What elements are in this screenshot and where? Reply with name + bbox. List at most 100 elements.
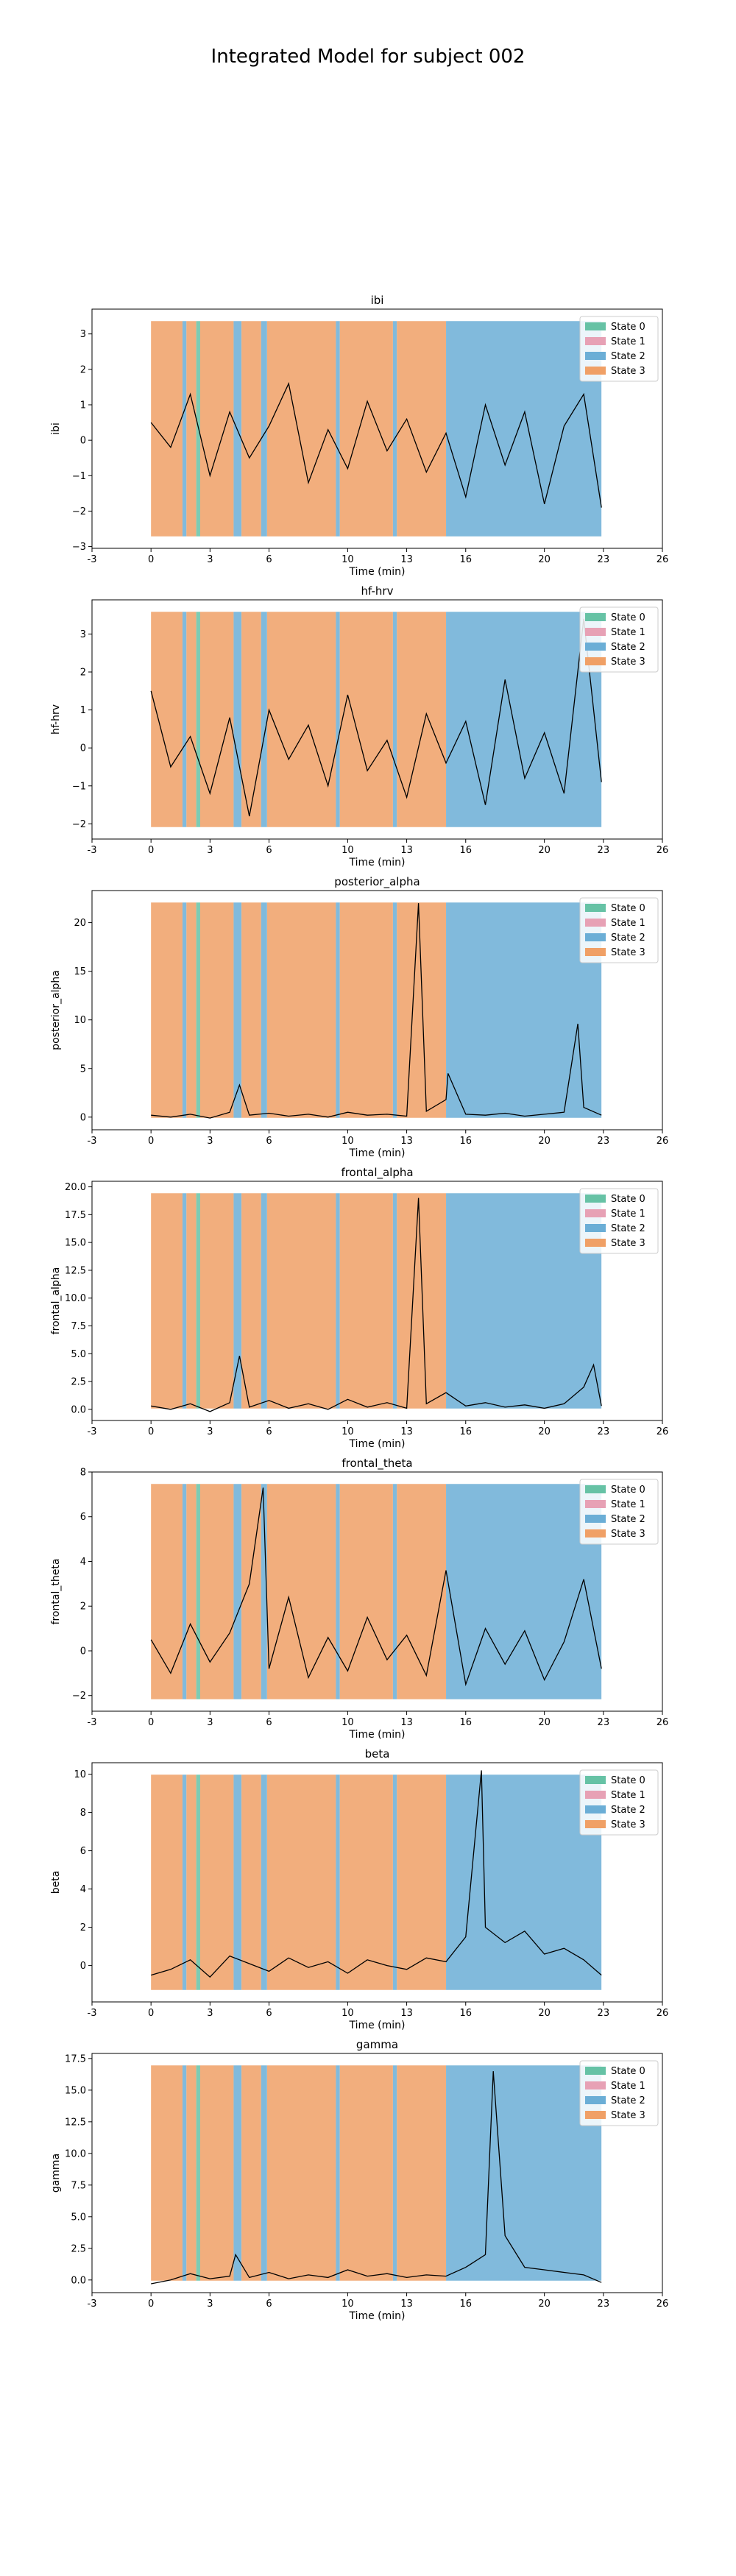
legend-swatch — [585, 367, 606, 375]
state-band — [339, 321, 393, 537]
y-tick-label: 8 — [80, 1808, 86, 1819]
x-tick-label: 13 — [400, 1136, 413, 1147]
legend-box — [579, 1769, 659, 1836]
state-band — [446, 321, 602, 537]
legend-label: State 0 — [611, 2066, 645, 2077]
chart-panel-frontal-alpha: -3 0 3 6 10 13 16 20 23 26 0.0 2.5 5.0 7.5 10.0 12.5 15.… — [50, 1166, 668, 1450]
x-tick-label: 20 — [538, 554, 551, 565]
legend-swatch — [585, 2096, 606, 2104]
state-band — [182, 902, 187, 1118]
legend-label: State 0 — [611, 903, 645, 914]
state-band — [186, 902, 197, 1118]
y-tick-label: 4 — [80, 1557, 86, 1568]
y-tick-label: −2 — [72, 1691, 86, 1702]
x-tick-label: 16 — [459, 2008, 472, 2019]
state-band — [446, 2065, 602, 2281]
state-band — [336, 612, 340, 827]
legend-label: State 3 — [611, 1529, 645, 1540]
x-tick-label: 26 — [657, 1136, 669, 1147]
y-tick-label: 15 — [74, 966, 86, 977]
state-band — [397, 321, 447, 537]
legend-label: State 2 — [611, 351, 645, 362]
y-tick-label: 3 — [80, 629, 86, 640]
chart-title: posterior_alpha — [334, 875, 420, 889]
x-tick-label: 16 — [459, 554, 472, 565]
x-tick-label: 6 — [266, 2299, 272, 2310]
state-band — [336, 1484, 340, 1699]
x-tick-label: 0 — [148, 1136, 154, 1147]
state-band — [397, 902, 447, 1118]
plot-frame — [91, 308, 663, 549]
legend-label: State 3 — [611, 366, 645, 377]
state-band — [339, 1484, 393, 1699]
y-tick-label: 2.5 — [71, 1377, 86, 1388]
state-band — [339, 1774, 393, 1990]
series-line — [150, 382, 602, 508]
x-tick-label: 13 — [400, 1717, 413, 1728]
chart-panel-frontal-theta: -3 0 3 6 10 13 16 20 23 26 −2 0 2 4 6 8 frontal_theta Tim… — [50, 1457, 668, 1741]
state-band — [261, 321, 267, 537]
legend-label: State 1 — [611, 1499, 645, 1510]
legend-swatch — [585, 322, 606, 330]
y-tick-label: −1 — [72, 781, 86, 792]
x-tick-label: 3 — [207, 2299, 213, 2310]
state-band — [196, 2065, 200, 2281]
x-tick-label: -3 — [88, 1136, 97, 1147]
x-tick-label: 6 — [266, 1136, 272, 1147]
state-band — [397, 1774, 447, 1990]
x-tick-label: 10 — [342, 1136, 354, 1147]
y-tick-label: 6 — [80, 1512, 86, 1523]
y-axis-label: posterior_alpha — [50, 970, 62, 1050]
state-band — [241, 2065, 261, 2281]
y-tick-label: −2 — [72, 819, 86, 830]
x-axis-label: Time (min) — [348, 857, 405, 868]
legend-swatch — [585, 2081, 606, 2090]
y-tick-label: 5 — [80, 1064, 86, 1075]
state-band — [186, 612, 197, 827]
legend-label: State 2 — [611, 1805, 645, 1816]
state-band — [266, 902, 336, 1118]
state-band — [199, 1484, 234, 1699]
x-tick-label: 0 — [148, 2299, 154, 2310]
legend-label: State 1 — [611, 1790, 645, 1801]
state-band — [233, 902, 242, 1118]
y-tick-label: −1 — [72, 471, 86, 482]
x-tick-label: 16 — [459, 1136, 472, 1147]
legend-swatch — [585, 337, 606, 345]
y-tick-label: 2.5 — [71, 2243, 86, 2254]
x-tick-label: -3 — [88, 1426, 97, 1437]
legend-label: State 3 — [611, 1238, 645, 1249]
plot-frame — [91, 2053, 663, 2293]
y-tick-label: 2 — [80, 1922, 86, 1933]
y-tick-label: 7.5 — [71, 1321, 86, 1332]
x-tick-label: 16 — [459, 2299, 472, 2310]
x-tick-label: 20 — [538, 2008, 551, 2019]
x-tick-label: 20 — [538, 1717, 551, 1728]
state-band — [392, 1484, 397, 1699]
state-band — [233, 1484, 242, 1699]
y-tick-label: 0 — [80, 436, 86, 447]
chart-title: hf-hrv — [361, 584, 394, 598]
legend-label: State 0 — [611, 612, 645, 623]
legend-swatch — [585, 948, 606, 956]
x-axis-label: Time (min) — [348, 1147, 405, 1159]
y-tick-label: 20 — [74, 918, 86, 929]
x-tick-label: 23 — [598, 1717, 610, 1728]
state-band — [233, 1193, 242, 1409]
series-line — [151, 2071, 602, 2285]
state-band — [446, 612, 602, 827]
legend-box — [579, 606, 659, 673]
x-tick-label: 23 — [598, 1136, 610, 1147]
legend-label: State 3 — [611, 947, 645, 958]
legend-swatch — [585, 628, 606, 636]
x-tick-label: 23 — [598, 554, 610, 565]
state-band — [339, 612, 393, 827]
state-band — [186, 2065, 197, 2281]
y-tick-label: 15.0 — [65, 1238, 86, 1249]
x-tick-label: 13 — [400, 845, 413, 856]
state-band — [233, 2065, 242, 2281]
y-tick-label: 1 — [80, 705, 86, 716]
y-tick-label: −3 — [72, 542, 86, 553]
x-tick-label: 20 — [538, 1136, 551, 1147]
